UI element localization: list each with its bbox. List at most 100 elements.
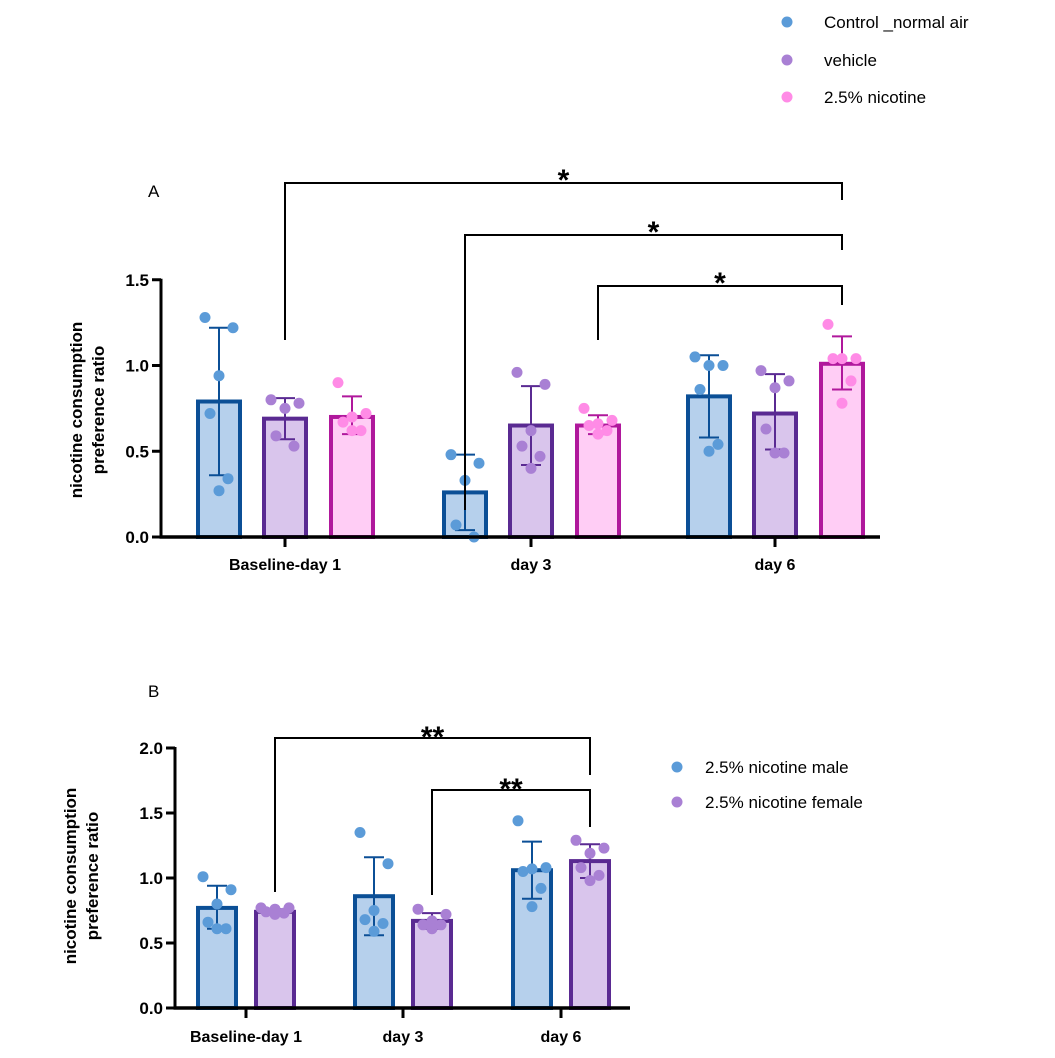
data-point: [204, 408, 216, 420]
bar: [329, 414, 375, 540]
data-point: [293, 397, 305, 409]
data-point: [526, 863, 538, 875]
data-point: [601, 425, 613, 437]
data-point: [211, 898, 223, 910]
data-point: [426, 915, 438, 927]
y-tick-label: 2.0: [139, 739, 163, 758]
legend-label: vehicle: [824, 51, 877, 70]
data-point: [539, 378, 551, 390]
data-point: [592, 418, 604, 430]
data-point: [359, 914, 371, 926]
data-point: [202, 916, 214, 928]
data-point: [827, 353, 839, 365]
data-point: [368, 925, 380, 937]
x-tick-label: day 6: [755, 557, 796, 574]
data-point: [525, 462, 537, 474]
data-point: [760, 423, 772, 435]
data-point: [769, 382, 781, 394]
significance-label: **: [499, 773, 523, 806]
legend-label: 2.5% nicotine male: [705, 758, 849, 777]
data-point: [511, 366, 523, 378]
y-axis-label: nicotine consumption preference ratio: [61, 788, 102, 965]
legend-marker: [671, 796, 683, 808]
significance-bracket: [431, 789, 591, 895]
data-point: [534, 450, 546, 462]
data-point: [337, 416, 349, 428]
data-point: [346, 411, 358, 423]
data-point: [583, 420, 595, 432]
data-point: [355, 425, 367, 437]
y-tick-label: 0.0: [125, 528, 149, 547]
data-point: [450, 519, 462, 531]
y-tick-label: 1.5: [125, 271, 149, 290]
y-tick-label: 0.5: [125, 442, 149, 461]
significance-label: *: [714, 267, 726, 300]
data-point: [412, 903, 424, 915]
data-point: [836, 397, 848, 409]
data-point: [211, 923, 223, 935]
legend-marker: [781, 16, 793, 28]
data-point: [703, 360, 715, 371]
data-point: [517, 866, 529, 877]
significance-bracket: [274, 737, 591, 892]
x-tick-label: Baseline-day 1: [190, 1029, 302, 1046]
data-point: [417, 919, 429, 931]
legend-label: Control _normal air: [824, 13, 969, 32]
significance-bracket: [284, 182, 843, 340]
data-point: [755, 365, 767, 377]
data-point: [220, 923, 232, 935]
data-point: [445, 449, 457, 461]
data-point: [783, 375, 795, 387]
data-point: [360, 408, 372, 420]
legend-marker: [781, 54, 793, 66]
significance-label: *: [558, 164, 570, 197]
data-point: [512, 815, 524, 827]
data-point: [222, 473, 234, 485]
x-tick-label: day 6: [541, 1029, 582, 1046]
data-point: [278, 907, 290, 919]
y-axis-label-line: nicotine consumption: [61, 788, 80, 965]
data-point: [382, 858, 394, 870]
panel-label: B: [148, 682, 159, 701]
data-point: [288, 440, 300, 452]
bar: [254, 909, 296, 1010]
data-point: [689, 351, 701, 363]
data-point: [332, 377, 344, 389]
data-point: [845, 375, 857, 387]
data-point: [227, 322, 239, 334]
legend-marker: [781, 91, 793, 103]
data-point: [570, 834, 582, 846]
significance-label: *: [648, 216, 660, 249]
significance-label: **: [421, 721, 445, 754]
significance-bracket: [464, 234, 843, 510]
y-tick-label: 0.0: [139, 999, 163, 1018]
y-tick-label: 1.0: [139, 869, 163, 888]
data-point: [606, 414, 618, 426]
significance-bracket: [597, 285, 843, 340]
data-point: [575, 862, 587, 874]
data-point: [368, 905, 380, 916]
y-axis-label-line: preference ratio: [89, 346, 108, 475]
data-point: [213, 370, 225, 382]
data-point: [225, 884, 237, 896]
data-point: [260, 906, 272, 918]
legend-marker: [671, 761, 683, 773]
data-point: [213, 485, 225, 497]
data-point: [435, 919, 447, 931]
data-point: [850, 353, 862, 365]
legend-label: 2.5% nicotine: [824, 88, 926, 107]
data-point: [836, 353, 848, 365]
panel-label: A: [148, 182, 160, 201]
data-point: [473, 457, 485, 469]
data-point: [694, 384, 706, 396]
data-point: [540, 862, 552, 874]
data-point: [426, 923, 438, 935]
x-tick-label: day 3: [383, 1029, 424, 1046]
x-tick-label: Baseline-day 1: [229, 557, 341, 574]
data-point: [584, 875, 596, 887]
data-point: [199, 311, 211, 323]
data-point: [269, 908, 281, 920]
data-point: [526, 901, 538, 913]
